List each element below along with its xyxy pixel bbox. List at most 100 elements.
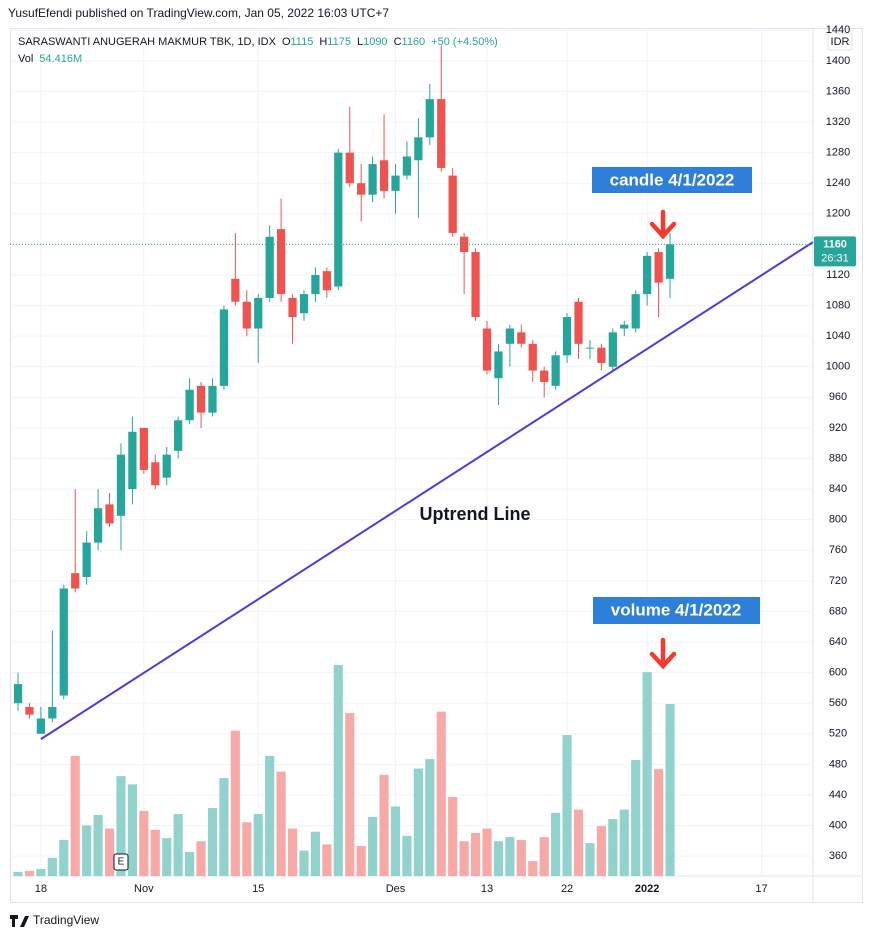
candle-body [36, 718, 46, 734]
candle-body [654, 252, 663, 283]
volume-bar [585, 843, 595, 876]
annotation-box [592, 167, 752, 193]
candle-body [448, 175, 457, 233]
volume-bar [379, 774, 389, 876]
y-tick-label: 520 [829, 728, 847, 740]
volume-bar [162, 838, 172, 876]
last-price-box [814, 236, 856, 267]
y-tick-label: 920 [829, 422, 847, 434]
volume-bar [516, 839, 526, 876]
candle-body [116, 454, 126, 516]
volume-bar [242, 822, 252, 876]
candle-body [231, 278, 240, 302]
event-box [113, 853, 129, 871]
volume-bar [493, 841, 504, 876]
volume-bar [93, 815, 103, 876]
candle-body [562, 317, 572, 356]
candle-body [276, 229, 286, 295]
candle-body [162, 454, 171, 478]
y-tick-label: 1120 [826, 269, 850, 281]
trend-line [40, 241, 814, 740]
volume-bar [425, 759, 435, 876]
volume-bar [368, 816, 378, 876]
candle-body [128, 431, 137, 490]
candle-body [196, 385, 206, 413]
volume-bar [402, 835, 412, 876]
candle-body [608, 332, 617, 367]
y-tick-label: 480 [829, 758, 847, 770]
volume-bar [356, 845, 366, 876]
logo-icon [10, 915, 29, 927]
candle-body [311, 274, 320, 295]
candle-body [13, 684, 23, 704]
candle-body [494, 351, 503, 379]
x-tick-label: 2022 [635, 883, 659, 895]
candle-body [174, 420, 183, 451]
volume-bar [47, 857, 57, 876]
y-tick-label: 1320 [826, 116, 850, 128]
candle-body [528, 343, 537, 371]
y-tick-label: 560 [829, 697, 847, 709]
volume-bar [573, 809, 584, 876]
volume-bar [436, 711, 446, 876]
volume-bar [230, 730, 240, 876]
volume-bar [173, 814, 183, 876]
volume-bar [265, 755, 275, 876]
event-marker: E [118, 857, 125, 868]
y-tick-label: 1280 [826, 147, 850, 159]
volume-bar [127, 784, 137, 876]
candle-body [185, 389, 194, 421]
candle-body [151, 462, 160, 486]
currency-box [827, 32, 853, 51]
candle-body [71, 573, 80, 589]
candle-body [437, 99, 446, 168]
y-tick-label: 880 [829, 452, 847, 464]
volume-layer [13, 664, 675, 876]
volume-bar [539, 837, 549, 876]
c-label: C [394, 36, 402, 48]
volume-bar [70, 755, 80, 876]
h-label: H [319, 36, 327, 48]
candle-body [265, 236, 274, 298]
volume-bar [413, 768, 423, 876]
candle-body [139, 427, 148, 470]
overlay: Uptrend Line [10, 241, 814, 740]
y-tick-label: 1040 [826, 330, 850, 342]
volume-bar [665, 704, 675, 876]
y-tick-label: 1360 [826, 85, 850, 97]
l-label: L [357, 36, 363, 48]
x-tick-label: 13 [481, 883, 493, 895]
candle-body [631, 294, 640, 329]
y-tick-label: 1080 [826, 299, 850, 311]
y-tick-label: 360 [829, 850, 847, 862]
trend-label: Uptrend Line [420, 504, 531, 524]
candle-body [334, 152, 343, 287]
candle-body [517, 332, 526, 344]
volume-bar [116, 776, 126, 876]
y-tick-label: 1400 [826, 55, 850, 67]
low-value: 1090 [363, 36, 387, 48]
candle-body [322, 271, 331, 291]
candle-body [551, 355, 560, 386]
y-tick-label: 1200 [826, 208, 850, 220]
volume-bar [619, 809, 629, 876]
candle-body [597, 347, 606, 363]
candle-body [357, 183, 366, 195]
high-value: 1175 [327, 36, 351, 48]
candle-body [299, 294, 309, 314]
candle-body [105, 504, 114, 524]
candle-body [379, 160, 389, 191]
x-tick-label: 22 [561, 883, 573, 895]
candle-body [414, 137, 423, 161]
candle-body [574, 301, 583, 344]
last-price: 1160 [823, 238, 847, 250]
candle-body [219, 309, 229, 386]
volume-bar [551, 812, 561, 876]
candle-body [25, 707, 34, 715]
y-tick-label: 1440 [826, 24, 850, 36]
candle-body [482, 328, 492, 371]
y-tick-label: 440 [829, 789, 847, 801]
y-tick-label: 680 [829, 605, 847, 617]
candle-body [425, 99, 434, 138]
volume-bar [310, 831, 320, 876]
